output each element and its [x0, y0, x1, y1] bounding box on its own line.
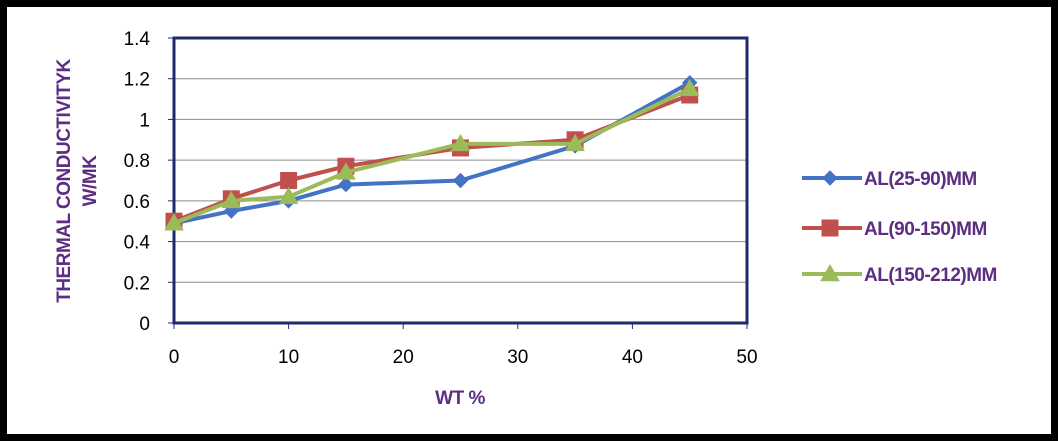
- data-point-square: [280, 172, 298, 189]
- x-tick-label: 0: [169, 347, 180, 368]
- legend: AL(25-90)MM AL(90-150)MM AL(150-212)MM: [802, 169, 997, 286]
- x-axis-title: WT %: [435, 388, 485, 409]
- x-tick-label: 10: [278, 347, 299, 368]
- legend-label: AL(90-150)MM: [864, 219, 987, 240]
- legend-swatch-marker: [820, 263, 840, 282]
- data-point-triangle: [336, 162, 356, 180]
- series-3: [164, 78, 700, 231]
- x-tick-label: 30: [507, 347, 528, 368]
- y-tick-label: 1.4: [124, 29, 151, 50]
- data-point-triangle: [221, 190, 242, 209]
- series-line: [173, 87, 691, 226]
- y-axis-title-line-2: W/MK: [80, 155, 101, 207]
- y-tick-label: 1.2: [124, 70, 150, 91]
- legend-item: AL(25-90)MM: [802, 169, 977, 190]
- series: [164, 75, 700, 231]
- y-tick-label: 0.4: [124, 233, 151, 254]
- data-point-triangle: [278, 186, 299, 205]
- y-axis-title-line-1: THERMAL CONDUCTIVITYK: [54, 58, 75, 302]
- legend-item: AL(90-150)MM: [802, 219, 987, 240]
- series-line: [173, 93, 691, 224]
- y-axis-title: THERMAL CONDUCTIVITYK W/MK: [54, 58, 101, 302]
- y-axis-ticks: 0 0.2 0.4 0.6 0.8 1 1.2 1.4: [124, 29, 174, 335]
- legend-label: AL(150-212)MM: [864, 265, 997, 286]
- legend-swatch-marker: [821, 219, 839, 237]
- data-point-triangle: [679, 78, 700, 97]
- x-axis-ticks: 0 10 20 30 40 50: [169, 323, 758, 368]
- legend-swatch-marker: [822, 170, 838, 186]
- plot-area-border: [172, 36, 749, 325]
- y-tick-label: 0.2: [124, 273, 150, 294]
- gridlines: [174, 78, 747, 283]
- legend-label: AL(25-90)MM: [864, 169, 977, 190]
- y-tick-label: 0: [139, 314, 150, 335]
- y-tick-label: 0.8: [124, 151, 150, 172]
- y-tick-label: 0.6: [124, 192, 150, 213]
- data-point-diamond: [452, 172, 469, 189]
- data-point-triangle: [565, 133, 585, 152]
- x-tick-label: 50: [736, 347, 757, 368]
- x-tick-label: 40: [622, 347, 643, 368]
- data-point-triangle: [450, 133, 471, 152]
- x-tick-label: 20: [393, 347, 414, 368]
- data-point-diamond: [338, 176, 354, 193]
- legend-item: AL(150-212)MM: [802, 263, 997, 286]
- data-point-triangle: [164, 213, 184, 231]
- y-tick-label: 1: [139, 110, 150, 131]
